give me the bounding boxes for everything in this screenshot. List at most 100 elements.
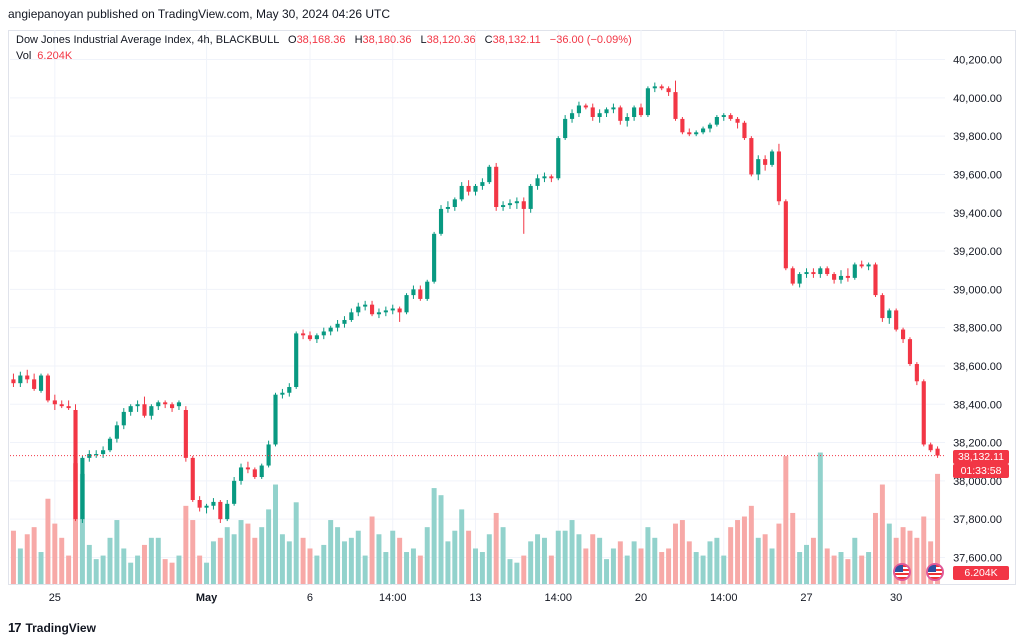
volume-bar <box>714 537 720 584</box>
volume-bar <box>514 562 520 584</box>
volume-bar <box>293 502 299 584</box>
volume-bar <box>886 523 892 584</box>
candlestick-chart[interactable]: 40,200.00 40,000.00 39,800.00 39,600.00 39,4… <box>0 0 1024 615</box>
candle-body <box>128 406 133 412</box>
candle-body <box>804 272 809 275</box>
candle-body <box>473 185 478 192</box>
candle-body <box>563 118 568 139</box>
volume-bar <box>679 520 685 584</box>
candle-body <box>328 327 333 332</box>
candle-body <box>880 295 885 319</box>
y-tick-label: 40,200.00 <box>953 55 1002 67</box>
volume-bar <box>397 537 403 584</box>
candle-body <box>749 138 754 175</box>
volume-bar <box>521 555 527 584</box>
candle-body <box>818 268 823 275</box>
volume-bar <box>52 523 58 584</box>
volume-bar <box>569 520 575 584</box>
x-tick-label: May <box>196 592 218 604</box>
volume-bar <box>335 527 341 584</box>
volume-label[interactable]: Vol <box>16 50 32 62</box>
candle-body <box>832 274 837 280</box>
candle-body <box>314 335 319 340</box>
volume-bar <box>135 555 141 584</box>
volume-bar <box>562 530 568 584</box>
candle-body <box>914 364 919 382</box>
volume-bar <box>10 530 16 584</box>
candle-body <box>459 185 464 200</box>
volume-bar <box>935 473 941 584</box>
chart-pane[interactable] <box>8 30 1016 585</box>
volume-bar <box>73 463 78 584</box>
candle-body <box>183 409 188 458</box>
candle-body <box>707 124 713 129</box>
volume-bar <box>576 534 582 584</box>
candle-body <box>363 304 368 307</box>
volume-bar <box>438 495 444 584</box>
candle-body <box>149 406 154 416</box>
candle-body <box>928 444 933 451</box>
candle-body <box>611 107 616 110</box>
y-tick-label: 40,000.00 <box>953 93 1002 105</box>
y-tick-label: 38,400.00 <box>953 399 1002 411</box>
volume-bar <box>217 537 223 584</box>
candle-body <box>321 331 326 336</box>
symbol-legend: Dow Jones Industrial Average Index, 4h, … <box>16 34 632 46</box>
volume-bar <box>100 555 106 584</box>
volume-bar <box>362 555 368 584</box>
volume-bar <box>210 541 216 584</box>
candle-body <box>287 387 292 393</box>
volume-bar <box>148 537 154 584</box>
volume-bar <box>404 552 410 584</box>
candle-body <box>728 115 733 119</box>
x-tick-label: 30 <box>890 592 902 604</box>
candle-body <box>645 88 650 116</box>
volume-bar <box>748 505 754 584</box>
volume-bar <box>183 505 189 584</box>
us-flag-event-icon[interactable] <box>926 563 944 581</box>
volume-bar <box>783 456 789 584</box>
volume-bar <box>355 530 361 584</box>
volume-bar <box>893 537 899 584</box>
candle-body <box>514 201 519 204</box>
candle-body <box>404 295 409 313</box>
candle-body <box>25 375 30 380</box>
volume-bar <box>341 541 347 584</box>
volume-badge: 6.204K <box>953 566 1009 580</box>
candle-body <box>528 185 533 209</box>
candle-body <box>838 275 844 280</box>
candle-body <box>383 310 388 313</box>
symbol-name[interactable]: Dow Jones Industrial Average Index, 4h, … <box>16 34 279 46</box>
candle-body <box>349 312 354 320</box>
footer-brand[interactable]: 17 TradingView <box>8 620 96 635</box>
volume-bar <box>928 541 934 584</box>
volume-bar <box>741 516 747 584</box>
volume-bar <box>755 537 761 584</box>
volume-bar <box>162 559 168 584</box>
candle-body <box>701 128 706 133</box>
volume-bar <box>17 548 23 584</box>
volume-bar <box>879 484 885 584</box>
candle-body <box>480 182 485 186</box>
candle-body <box>811 272 816 275</box>
candle-body <box>790 268 795 284</box>
volume-bar <box>286 541 292 584</box>
candle-body <box>107 438 113 451</box>
candle-body <box>266 444 271 466</box>
candle-body <box>163 402 168 405</box>
volume-bar <box>231 534 237 584</box>
us-flag-event-icon[interactable] <box>893 563 911 581</box>
y-tick-label: 38,600.00 <box>953 361 1002 373</box>
candle-body <box>176 402 182 407</box>
volume-bar <box>617 541 623 584</box>
candle-body <box>135 404 140 407</box>
candle-body <box>756 159 761 175</box>
volume-bar <box>321 544 327 584</box>
volume-bar <box>624 555 630 584</box>
candle-body <box>549 176 554 179</box>
volume-bar <box>273 484 278 584</box>
x-tick-label: 27 <box>800 592 812 604</box>
volume-bar <box>86 544 92 584</box>
x-tick-label: 20 <box>635 592 647 604</box>
volume-value: 6.204K <box>37 50 73 62</box>
